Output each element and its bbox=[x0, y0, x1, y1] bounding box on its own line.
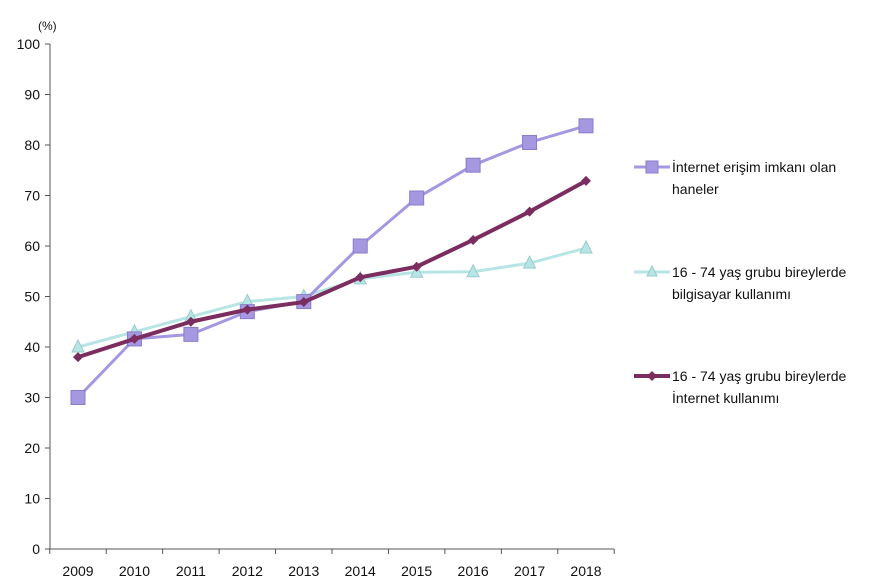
data-point bbox=[411, 261, 422, 272]
data-point bbox=[524, 206, 535, 217]
y-tick-label: 90 bbox=[24, 87, 40, 103]
legend-item-1: İnternet erişim imkanı olan haneler bbox=[634, 158, 836, 197]
x-tick-label: 2010 bbox=[119, 563, 150, 579]
legend: İnternet erişim imkanı olan haneler 16 - 7… bbox=[634, 158, 847, 406]
series-1 bbox=[70, 118, 594, 405]
data-point bbox=[466, 263, 480, 278]
series-line bbox=[77, 179, 587, 360]
legend-swatch-marker bbox=[646, 264, 658, 277]
data-point bbox=[581, 175, 591, 186]
data-point bbox=[468, 234, 479, 245]
legend-item-3: 16 - 74 yaş grubu bireylerde İnternet kul… bbox=[634, 368, 847, 406]
y-tick-label: 70 bbox=[24, 188, 40, 204]
legend-swatch-marker bbox=[647, 371, 657, 381]
data-point bbox=[578, 118, 594, 134]
data-point bbox=[298, 297, 309, 308]
legend-label: 16 - 74 yaş grubu bireylerde bbox=[672, 368, 847, 384]
x-tick-label: 2017 bbox=[514, 563, 545, 579]
data-point bbox=[183, 326, 199, 342]
data-point bbox=[71, 338, 85, 353]
y-tick-label: 10 bbox=[24, 491, 40, 507]
series-layer bbox=[70, 118, 594, 405]
y-tick-label: 50 bbox=[24, 289, 40, 305]
legend-label: bilgisayar kullanımı bbox=[672, 286, 791, 302]
x-tick-label: 2009 bbox=[62, 563, 93, 579]
x-tick-label: 2015 bbox=[401, 563, 432, 579]
legend-item-2: 16 - 74 yaş grubu bireylerde bilgisayar k… bbox=[634, 264, 847, 302]
legend-label: İnternet erişim imkanı olan bbox=[672, 158, 836, 175]
legend-label: İnternet kullanımı bbox=[672, 389, 779, 406]
data-point bbox=[579, 239, 593, 254]
data-point bbox=[355, 272, 366, 283]
legend-label: haneler bbox=[672, 181, 719, 197]
y-tick-label: 30 bbox=[24, 390, 40, 406]
x-tick-label: 2013 bbox=[288, 563, 319, 579]
legend-swatch-marker bbox=[645, 160, 659, 174]
y-unit-label: (%) bbox=[38, 19, 57, 33]
y-tick-label: 0 bbox=[32, 541, 40, 557]
y-tick-label: 40 bbox=[24, 339, 40, 355]
data-point bbox=[73, 352, 83, 363]
data-point bbox=[185, 316, 196, 327]
data-point bbox=[522, 134, 538, 150]
data-point bbox=[242, 304, 253, 315]
series-3 bbox=[73, 175, 591, 363]
data-point bbox=[522, 255, 537, 269]
series-line bbox=[76, 124, 587, 399]
x-tick-label: 2014 bbox=[345, 563, 376, 579]
y-tick-label: 80 bbox=[24, 137, 40, 153]
x-tick-label: 2012 bbox=[232, 563, 263, 579]
data-point bbox=[129, 333, 140, 344]
data-point bbox=[70, 390, 86, 405]
y-tick-label: 20 bbox=[24, 440, 40, 456]
y-tick-label: 100 bbox=[17, 36, 41, 52]
axes: 0 10 20 30 40 50 60 70 80 90 100 2009 2010 2011 2012 20… bbox=[17, 36, 615, 579]
x-tick-label: 2011 bbox=[176, 563, 206, 579]
y-tick-label: 60 bbox=[24, 238, 40, 254]
data-point bbox=[409, 190, 425, 206]
data-point bbox=[465, 157, 481, 173]
data-point bbox=[352, 238, 368, 254]
x-tick-label: 2016 bbox=[458, 563, 489, 579]
legend-label: 16 - 74 yaş grubu bireylerde bbox=[672, 264, 847, 280]
x-tick-label: 2018 bbox=[570, 563, 601, 579]
